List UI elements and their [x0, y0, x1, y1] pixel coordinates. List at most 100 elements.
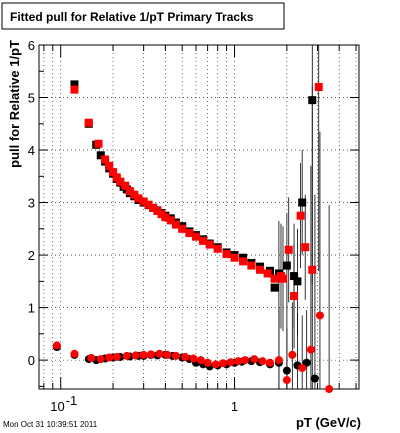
- data-point-circle: [306, 345, 315, 354]
- data-point-circle: [282, 376, 291, 385]
- data-point-circle: [146, 350, 155, 359]
- x-tick-label-exponent: -1: [66, 393, 78, 408]
- data-point-square: [105, 161, 114, 170]
- data-point-circle: [112, 352, 121, 361]
- data-point-circle: [288, 350, 297, 359]
- y-tick-label: 1: [28, 301, 35, 316]
- data-point-circle: [155, 349, 164, 358]
- data-point-square: [191, 232, 200, 241]
- data-point-square: [153, 206, 162, 215]
- y-tick-label: 4: [28, 143, 35, 158]
- data-point-square: [230, 253, 239, 262]
- data-point-square: [185, 229, 194, 238]
- y-tick-label: 0: [28, 353, 35, 368]
- data-point-square: [134, 194, 143, 203]
- data-point-circle: [163, 350, 172, 359]
- data-point-circle: [226, 358, 235, 367]
- data-point-square: [166, 216, 175, 225]
- data-point-circle: [315, 311, 324, 320]
- data-point-square: [282, 261, 291, 270]
- data-point-circle: [302, 358, 311, 367]
- data-point-square: [161, 213, 170, 222]
- data-point-square: [263, 269, 272, 278]
- x-tick-label: 1: [231, 399, 238, 414]
- data-point-circle: [241, 356, 250, 365]
- data-point-circle: [274, 356, 283, 365]
- data-point-circle: [52, 341, 61, 350]
- data-point-circle: [70, 349, 79, 358]
- data-point-square: [247, 261, 256, 270]
- data-point-circle: [211, 360, 220, 369]
- data-point-square: [70, 80, 79, 89]
- data-point-circle: [234, 357, 243, 366]
- data-point-square: [109, 168, 118, 177]
- data-point-square: [270, 283, 279, 292]
- data-point-circle: [250, 355, 259, 364]
- data-point-square: [199, 236, 208, 245]
- y-axis-title: pull for Relative 1/pT: [7, 40, 22, 168]
- data-point-square: [84, 118, 93, 127]
- data-point-square: [314, 83, 323, 92]
- data-point-circle: [325, 385, 334, 393]
- data-point-square: [101, 155, 110, 164]
- data-point-circle: [189, 354, 198, 363]
- y-tick-label: 3: [28, 196, 35, 211]
- data-point-square: [144, 200, 153, 209]
- y-tick-label: 2: [28, 248, 35, 263]
- data-point-square: [296, 211, 305, 220]
- data-point-circle: [122, 351, 131, 360]
- data-point-circle: [298, 363, 307, 372]
- data-point-circle: [131, 351, 140, 360]
- data-point-square: [290, 272, 299, 281]
- data-point-circle: [282, 366, 291, 375]
- data-point-square: [239, 257, 248, 266]
- timestamp: Mon Oct 31 10:39:51 2011: [3, 420, 98, 429]
- x-axis-title: pT (GeV/c): [296, 415, 361, 430]
- data-point-square: [293, 277, 302, 286]
- data-point-circle: [266, 358, 275, 367]
- data-point-square: [270, 274, 279, 283]
- data-point-square: [222, 250, 231, 259]
- data-point-square: [125, 187, 134, 196]
- data-point-square: [121, 181, 130, 190]
- data-point-circle: [181, 352, 190, 361]
- data-point-square: [112, 173, 121, 182]
- data-point-square: [116, 177, 125, 186]
- data-point-square: [171, 220, 180, 229]
- data-point-square: [308, 265, 317, 274]
- data-point-square: [308, 96, 317, 105]
- data-point-circle: [196, 356, 205, 365]
- data-point-square: [149, 203, 158, 212]
- data-point-circle: [105, 353, 114, 362]
- x-tick-label: 10: [50, 399, 64, 414]
- data-point-square: [298, 198, 307, 207]
- data-point-square: [96, 151, 105, 160]
- data-point-square: [139, 197, 148, 206]
- data-point-square: [130, 190, 139, 199]
- data-point-circle: [171, 351, 180, 360]
- data-point-circle: [258, 357, 267, 366]
- data-point-square: [213, 244, 222, 253]
- data-point-circle: [219, 359, 228, 368]
- data-point-square: [70, 85, 79, 94]
- data-point-circle: [203, 358, 212, 367]
- data-point-square: [94, 139, 103, 148]
- title-box: [1, 2, 285, 30]
- data-point-square: [255, 265, 264, 274]
- data-point-circle: [310, 374, 319, 383]
- data-point-square: [301, 243, 310, 252]
- data-point-circle: [87, 354, 96, 363]
- chart-title: Fitted pull for Relative 1/pT Primary Tr…: [10, 10, 254, 24]
- data-point-square: [205, 240, 214, 249]
- data-point-square: [284, 245, 293, 254]
- data-point-square: [278, 274, 287, 283]
- data-point-square: [290, 292, 299, 301]
- data-point-circle: [139, 350, 148, 359]
- y-tick-label: 5: [28, 91, 35, 106]
- tick-label-layer: 0 1 2 3 4 5 6 10 -1 1: [28, 38, 238, 414]
- mark-layer: [52, 80, 334, 393]
- data-point-circle: [96, 355, 105, 364]
- data-point-square: [178, 224, 187, 233]
- y-tick-label: 6: [28, 38, 35, 53]
